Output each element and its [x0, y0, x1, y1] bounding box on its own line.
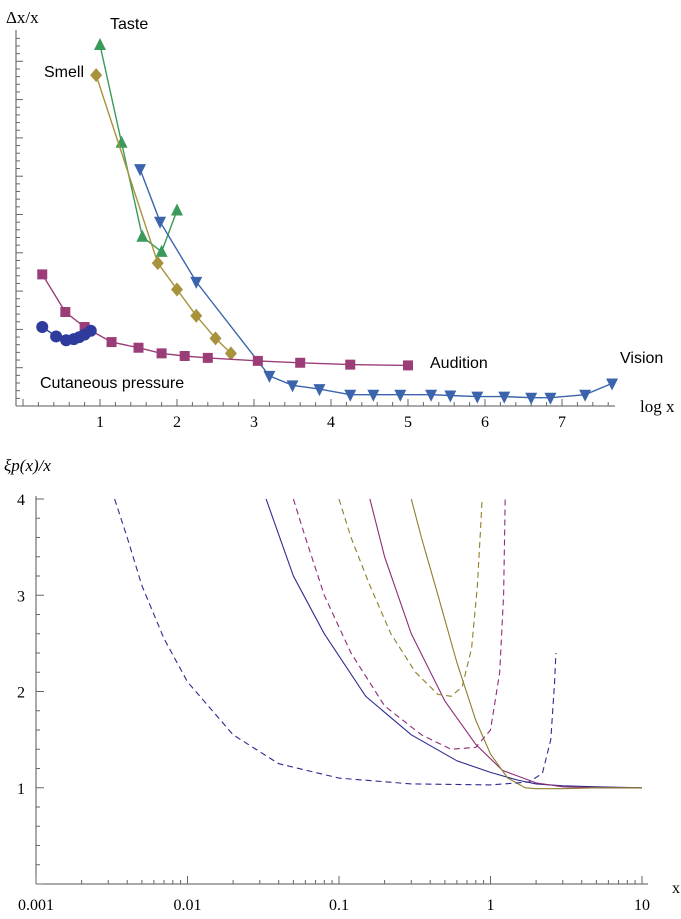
- data-point: [50, 330, 63, 343]
- data-point: [190, 308, 203, 323]
- series-taste: [94, 38, 183, 257]
- data-point: [544, 392, 557, 405]
- data-point: [263, 370, 276, 383]
- dashed-curve: [114, 498, 557, 786]
- label-cutaneous-pressure: Cutaneous pressure: [40, 375, 184, 392]
- label-smell: Smell: [44, 64, 84, 81]
- data-point: [444, 390, 457, 403]
- data-point: [367, 389, 380, 402]
- label-vision: Vision: [620, 350, 663, 367]
- data-point: [155, 244, 168, 257]
- bottom-y-tick-label: 2: [17, 685, 25, 702]
- top-x-tick-label: 2: [173, 414, 181, 431]
- series-smell: [90, 68, 237, 361]
- data-point: [202, 352, 213, 363]
- data-point: [134, 164, 147, 177]
- dashed-curve: [338, 498, 483, 697]
- bottom-x-tick-label: 0.1: [329, 897, 349, 914]
- data-point: [136, 229, 149, 242]
- bottom-series-group: [114, 498, 643, 790]
- data-point: [344, 389, 357, 402]
- top-x-tick-label: 4: [327, 414, 335, 431]
- data-point: [403, 360, 413, 371]
- data-point: [37, 269, 48, 280]
- data-point: [84, 324, 97, 337]
- bottom-x-axis-label: x: [672, 880, 680, 897]
- data-point: [36, 321, 49, 334]
- data-point: [106, 337, 117, 348]
- data-point: [171, 282, 183, 297]
- bottom-x-tick-label: 0.001: [18, 897, 54, 914]
- data-point: [151, 256, 164, 271]
- data-point: [90, 68, 103, 83]
- data-point: [606, 378, 619, 391]
- top-series-group: [36, 38, 619, 405]
- top-y-axis-label: Δx/x: [6, 8, 39, 27]
- series-line: [139, 168, 613, 399]
- data-point: [60, 307, 71, 317]
- solid-curve: [410, 498, 642, 790]
- top-x-tick-label: 3: [250, 414, 258, 431]
- dashed-curve: [292, 498, 506, 750]
- top-x-tick-label: 1: [96, 414, 104, 431]
- data-point: [498, 391, 511, 404]
- bottom-y-tick-label: 1: [17, 781, 25, 798]
- bottom-ticks: 0.001 0.01 0.1 1 10 1 2 3 4: [17, 492, 650, 914]
- series-audition: [37, 269, 413, 371]
- data-point: [154, 216, 167, 229]
- bottom-y-tick-label: 3: [17, 588, 25, 605]
- data-point: [345, 359, 356, 370]
- data-point: [394, 389, 407, 402]
- data-point: [252, 355, 263, 366]
- data-point: [286, 380, 299, 393]
- data-point: [94, 38, 106, 51]
- data-point: [425, 389, 438, 402]
- bottom-x-tick-label: 0.01: [174, 897, 202, 914]
- data-point: [525, 392, 538, 405]
- series-vision: [134, 164, 619, 405]
- top-x-tick-label: 6: [481, 414, 489, 431]
- bottom-y-axis-label: ξp(x)/x: [4, 456, 51, 475]
- top-ticks: 1 2 3 4 5 6 7: [16, 37, 609, 431]
- label-taste: Taste: [110, 16, 148, 33]
- data-point: [79, 322, 90, 333]
- series-cutaneous-pressure: [36, 321, 97, 347]
- solid-curve: [265, 498, 643, 789]
- bottom-chart: ξp(x)/x 0.001 0.01 0.1 1 10 1 2 3 4 x: [4, 456, 680, 914]
- bottom-x-tick-label: 1: [487, 897, 495, 914]
- data-point: [179, 350, 190, 361]
- top-x-tick-label: 7: [558, 414, 566, 431]
- series-line: [99, 44, 178, 253]
- top-x-axis-label: log x: [640, 397, 675, 416]
- data-point: [295, 357, 306, 368]
- data-point: [313, 384, 326, 397]
- data-point: [190, 276, 203, 289]
- data-point: [224, 346, 237, 361]
- top-x-tick-label: 5: [404, 414, 412, 431]
- solid-curve: [369, 498, 642, 789]
- data-point: [171, 203, 183, 216]
- data-point: [579, 389, 592, 402]
- data-point: [209, 331, 222, 346]
- bottom-y-tick-label: 4: [17, 492, 25, 509]
- data-point: [156, 348, 167, 359]
- label-audition: Audition: [430, 355, 488, 372]
- bottom-x-tick-label: 10: [634, 897, 650, 914]
- data-point: [471, 391, 484, 404]
- data-point: [133, 342, 144, 353]
